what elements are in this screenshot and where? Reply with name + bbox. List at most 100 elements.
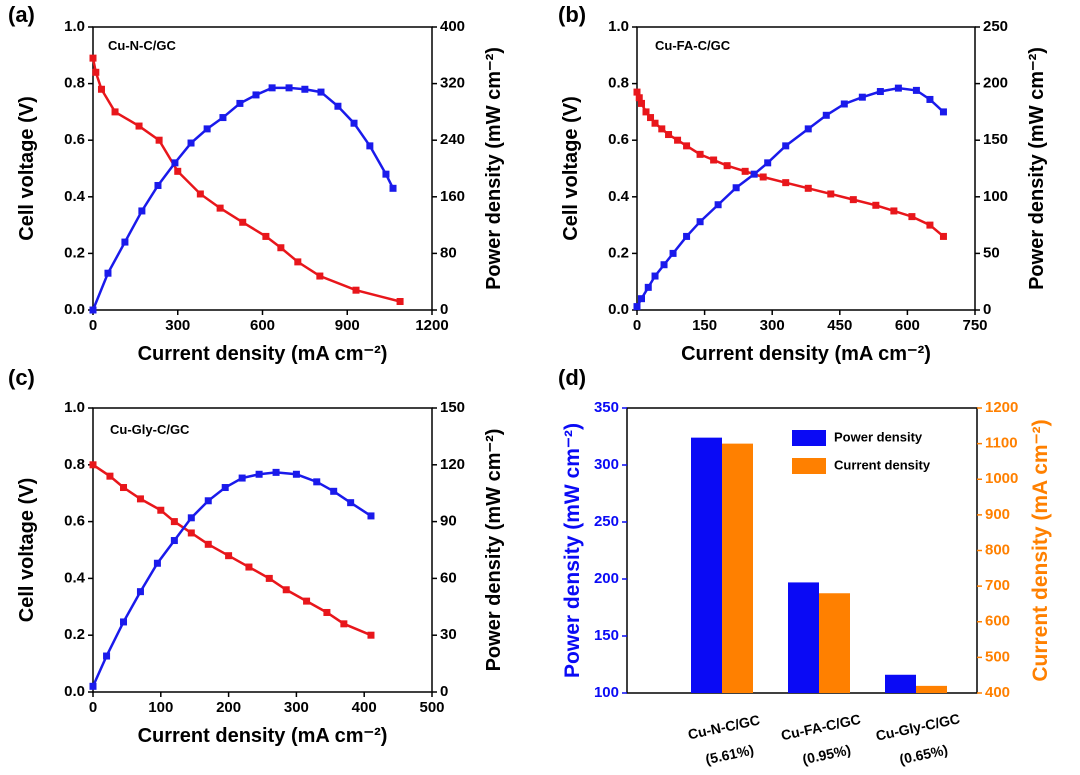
series-line	[91, 57, 401, 303]
marker	[389, 184, 397, 192]
marker	[294, 258, 302, 266]
bar	[788, 582, 819, 693]
marker	[252, 91, 260, 99]
y2-tick-label: 60	[440, 569, 457, 586]
marker	[782, 142, 790, 150]
marker	[255, 470, 263, 478]
marker	[89, 461, 97, 469]
y2-tick-label: 240	[440, 131, 465, 148]
y2-tick-label: 150	[440, 399, 465, 416]
marker	[764, 159, 772, 167]
marker	[683, 142, 691, 150]
x-tick-label: 150	[692, 317, 717, 334]
marker	[89, 306, 97, 314]
marker	[92, 68, 100, 76]
marker	[285, 84, 293, 92]
marker	[316, 272, 324, 280]
x-tick-label: 500	[419, 699, 444, 716]
marker	[238, 474, 246, 482]
y-tick-label: 0.8	[608, 75, 629, 92]
marker	[710, 156, 718, 164]
marker	[170, 518, 178, 526]
x-tick-label: 600	[895, 317, 920, 334]
marker	[872, 201, 880, 209]
marker	[858, 93, 866, 101]
x-tick-label: 600	[250, 317, 275, 334]
marker	[106, 472, 114, 480]
y2-tick-label: 30	[440, 626, 457, 643]
y-tick-label: 350	[594, 399, 619, 416]
x-tick-label: Cu-N-C/GC(5.61%)	[686, 711, 767, 769]
series-line	[635, 86, 945, 308]
marker	[651, 272, 659, 280]
y-tick-label: 0.6	[64, 513, 85, 530]
plot-frame	[92, 407, 433, 693]
marker	[723, 162, 731, 170]
marker	[120, 618, 128, 626]
marker	[674, 136, 682, 144]
marker	[170, 537, 178, 545]
marker	[317, 88, 325, 96]
y-tick-label: 0.2	[64, 244, 85, 261]
x-tick-label: Cu-Gly-C/GC(0.65%)	[874, 710, 967, 771]
marker	[638, 99, 646, 107]
marker	[174, 167, 182, 175]
marker	[225, 552, 233, 560]
y-axis-label: Power density (mW cm⁻²)	[561, 423, 584, 678]
marker	[683, 232, 691, 240]
y-tick-label: 250	[594, 513, 619, 530]
marker	[135, 122, 143, 130]
bar	[722, 443, 753, 693]
y2-tick-label: 100	[983, 188, 1008, 205]
marker	[239, 218, 247, 226]
marker	[382, 170, 390, 178]
y2-tick-label: 1100	[985, 435, 1018, 452]
marker	[154, 181, 162, 189]
legend-swatch	[792, 458, 826, 474]
x-tick-label: 1200	[415, 317, 448, 334]
x-tick-label: 900	[335, 317, 360, 334]
y2-axis-label: Power density (mW cm⁻²)	[483, 429, 505, 672]
y2-axis-label: Power density (mW cm⁻²)	[1026, 47, 1048, 290]
panel-label: (c)	[8, 365, 35, 390]
marker	[171, 159, 179, 167]
x-axis-label: Current density (mA cm⁻²)	[138, 725, 388, 747]
y-axis-label: Cell voltage (V)	[560, 96, 582, 240]
marker	[665, 131, 673, 139]
marker	[121, 238, 129, 246]
marker	[741, 167, 749, 175]
x-tick-label: 300	[760, 317, 785, 334]
y-tick-label: 0.0	[64, 683, 85, 700]
y-tick-label: 0.2	[608, 244, 629, 261]
marker	[849, 196, 857, 204]
marker	[894, 84, 902, 92]
x-tick-label: 0	[89, 317, 97, 334]
marker	[89, 682, 97, 690]
marker	[804, 125, 812, 133]
marker	[696, 150, 704, 158]
marker	[292, 470, 300, 478]
y-tick-label: 1.0	[608, 18, 629, 35]
marker	[926, 221, 934, 229]
y-axis-label: Cell voltage (V)	[16, 478, 38, 622]
marker	[642, 108, 650, 116]
y2-tick-label: 800	[985, 541, 1010, 558]
y-tick-label: 0.0	[608, 301, 629, 318]
marker	[759, 173, 767, 181]
chart-title: Cu-Gly-C/GC	[110, 422, 190, 437]
x-tick-label: 0	[89, 699, 97, 716]
legend-swatch	[792, 430, 826, 446]
bar	[691, 437, 722, 693]
marker	[219, 114, 227, 122]
panel-label: (d)	[558, 365, 586, 390]
marker	[104, 269, 112, 277]
marker	[136, 588, 144, 596]
marker	[633, 303, 641, 311]
marker	[265, 574, 273, 582]
y-tick-label: 0.0	[64, 301, 85, 318]
y-tick-label: 100	[594, 684, 619, 701]
marker	[323, 608, 331, 616]
y-tick-label: 200	[594, 570, 619, 587]
marker	[203, 125, 211, 133]
